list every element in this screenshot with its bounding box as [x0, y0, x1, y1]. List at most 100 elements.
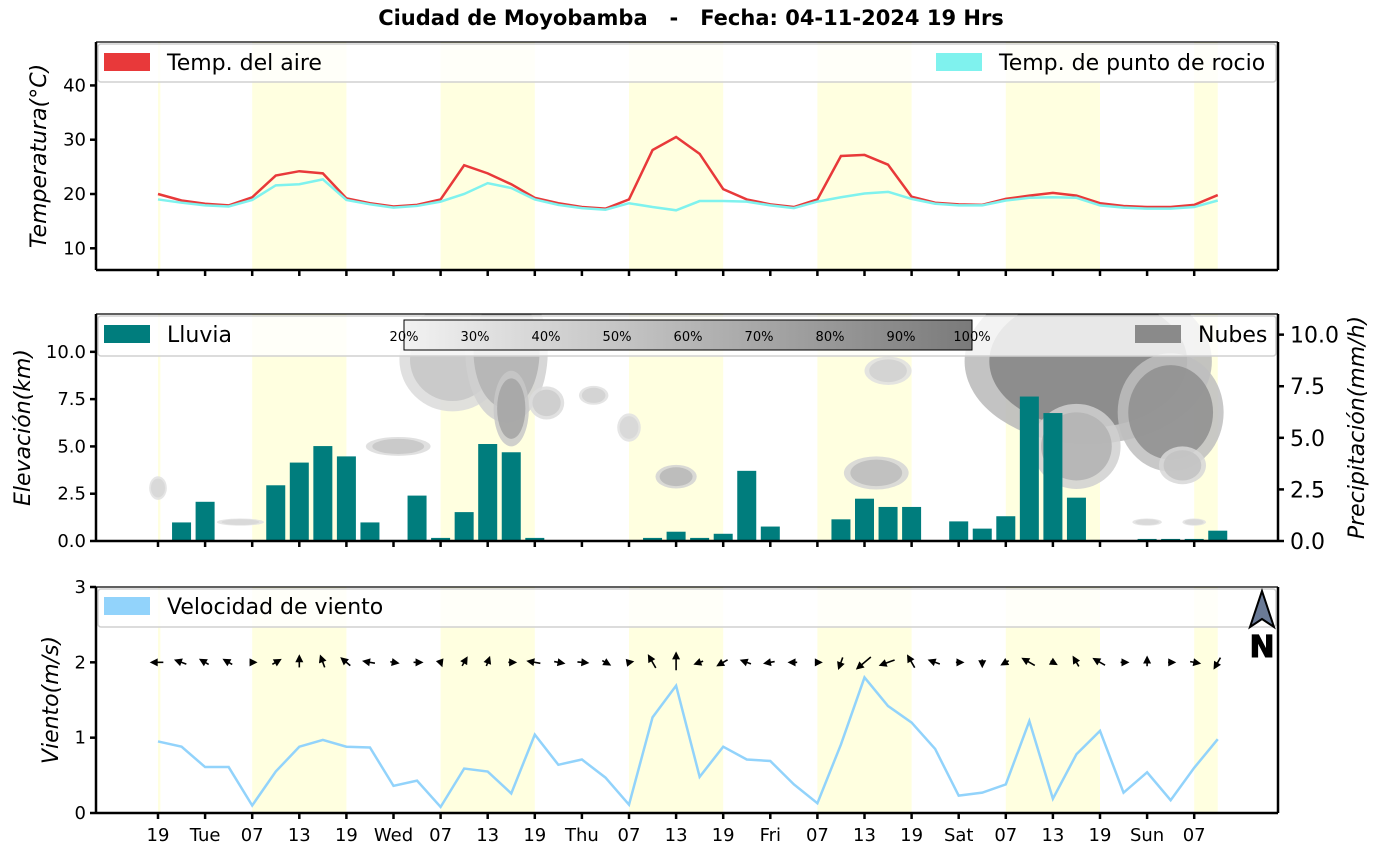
wind-arrow-head: [1192, 658, 1202, 667]
wind-arrow-head: [318, 654, 327, 664]
wind-arrow: [508, 658, 518, 667]
cloud-contour: [497, 378, 526, 439]
x-tick-label: 07: [618, 825, 641, 846]
wind-arrow-head: [483, 655, 492, 665]
rain-bar: [454, 512, 474, 541]
wind-arrow-head: [1092, 657, 1102, 666]
rain-bar: [1208, 530, 1228, 541]
rain-bar: [266, 485, 286, 541]
x-tick-label: Wed: [374, 825, 413, 846]
rain-bar: [666, 531, 686, 541]
y-tick-label: 7.5: [57, 389, 86, 410]
rain-bar: [172, 522, 192, 541]
x-tick-label: 19: [335, 825, 358, 846]
rain-bar: [360, 522, 380, 541]
wind-arrow-head: [672, 651, 681, 660]
colorbar-label: 20%: [390, 330, 419, 345]
cloud-contour: [869, 359, 907, 383]
wind-arrow: [601, 658, 612, 666]
wind-arrow-head: [647, 654, 656, 664]
rain-bar: [525, 537, 545, 541]
wind-arrow-head: [716, 658, 726, 667]
x-tick-label: Fri: [760, 825, 781, 846]
x-tick-label: 13: [853, 825, 876, 846]
colorbar-label: 40%: [532, 330, 561, 345]
cloud-contour: [1163, 450, 1202, 481]
wind-arrow: [1072, 655, 1081, 667]
wind-arrow-head: [978, 660, 987, 669]
wind-arrow: [878, 659, 895, 667]
wind-arrow-head: [415, 658, 424, 667]
wind-arrow-head: [1048, 657, 1058, 666]
colorbar-label: 30%: [461, 330, 490, 345]
x-tick-label: Tue: [189, 825, 221, 846]
y-tick-label: 1: [75, 728, 86, 749]
y-tick-label: 5.0: [1290, 427, 1325, 452]
daylight-band: [158, 42, 161, 270]
rain-bar: [478, 444, 498, 541]
legend-swatch-clouds: [1135, 325, 1181, 343]
wind-arrow: [693, 658, 704, 666]
cloud-contour: [1128, 365, 1214, 460]
cloud-contour: [221, 519, 260, 525]
wind-arrow: [318, 654, 327, 668]
wind-arrow-head: [1072, 655, 1081, 665]
x-tick-label: 13: [288, 825, 311, 846]
wind-arrow: [249, 658, 258, 667]
wind-arrow-head: [878, 659, 888, 667]
colorbar-label: 50%: [603, 330, 632, 345]
y-axis-label-temperature: Temperatura(°C): [27, 64, 52, 248]
x-tick-label: 07: [806, 825, 829, 846]
rain-bar: [501, 452, 521, 541]
colorbar-label: 60%: [674, 330, 703, 345]
wind-arrow: [362, 658, 376, 667]
x-tick-label: Sat: [944, 825, 974, 846]
wind-arrow-head: [222, 658, 232, 667]
y-tick-label: 2.5: [1290, 478, 1325, 503]
wind-arrow-head: [927, 658, 937, 667]
y-tick-label: 20: [63, 184, 86, 205]
dew-point-line: [157, 177, 1219, 212]
wind-arrow: [814, 658, 823, 667]
colorbar-label: 80%: [816, 330, 845, 345]
wind-arrow: [222, 658, 233, 667]
wind-arrow: [716, 658, 728, 667]
wind-arrow-head: [173, 658, 183, 667]
daylight-band: [1194, 42, 1218, 270]
rain-bar: [878, 506, 898, 541]
wind-arrow: [1168, 658, 1177, 667]
wind-arrow: [625, 658, 635, 667]
wind-arrow: [577, 658, 590, 667]
y-tick-label: 0: [75, 803, 86, 824]
rain-bar: [336, 456, 356, 541]
x-tick-label: 13: [1041, 825, 1064, 846]
wind-arrow-head: [787, 658, 796, 667]
wind-arrow: [149, 658, 164, 667]
wind-arrow-shaft: [859, 656, 872, 667]
wind-arrow-head: [198, 658, 208, 667]
rain-bar: [737, 470, 757, 541]
cloud-contour: [1135, 519, 1159, 525]
x-tick-label: 07: [1183, 825, 1206, 846]
wind-arrow: [271, 658, 282, 667]
x-tick-label: 19: [523, 825, 546, 846]
wind-arrow-head: [762, 658, 772, 667]
colorbar-label: 90%: [887, 330, 916, 345]
wind-arrow: [672, 651, 681, 671]
cloud-contour: [150, 478, 166, 498]
wind-arrow: [927, 658, 941, 667]
wind-arrow-head: [1121, 658, 1130, 667]
y-tick-label: 3: [75, 577, 86, 598]
wind-arrow-head: [340, 657, 349, 666]
wind-arrow-head: [581, 658, 590, 667]
rain-bar: [855, 498, 874, 541]
wind-arrow: [978, 659, 987, 669]
x-tick-label: 19: [147, 825, 170, 846]
wind-arrow: [435, 658, 444, 668]
wind-arrow: [340, 657, 351, 667]
y-axis-label-elevation: Elevación(km): [11, 349, 36, 506]
wind-arrow-head: [602, 658, 612, 666]
cloud-contour: [619, 416, 639, 439]
wind-arrow-head: [693, 658, 703, 666]
wind-arrow-head: [556, 658, 566, 667]
